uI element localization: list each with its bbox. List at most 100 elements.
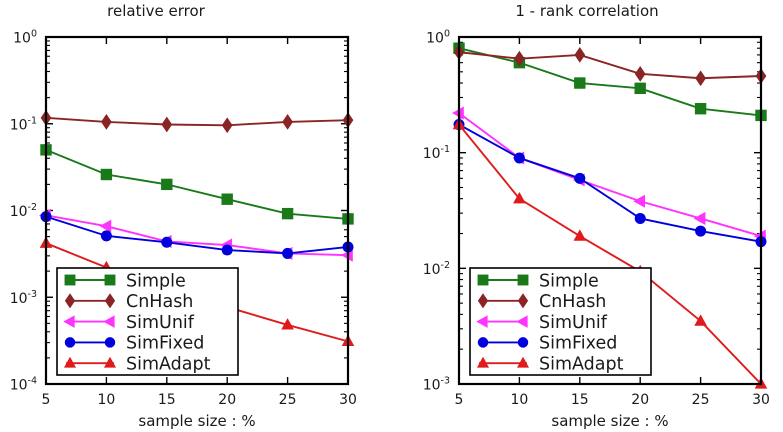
legend-label: SimUnif [539, 313, 608, 333]
data-point-marker [633, 194, 646, 208]
data-point-marker [514, 50, 525, 67]
data-point-marker [634, 65, 646, 82]
data-point-marker [101, 114, 112, 130]
data-point-marker [282, 247, 294, 259]
plot-area-relative-error: 100 10-1 10-2 10-3 10-4 5 10 15 20 25 30 sample siz… [10, 29, 357, 431]
legend-item-simunif[interactable]: SimUnif [476, 313, 608, 333]
series-line [458, 112, 762, 238]
data-point-marker [634, 212, 646, 224]
legend-label: Simple [126, 271, 186, 291]
y-tick-label: 10-4 [10, 376, 37, 394]
x-tick-label: 15 [158, 392, 176, 408]
x-tick-label: 20 [631, 392, 649, 408]
legend-item-cnhash[interactable]: CnHash [64, 292, 193, 312]
data-point-marker [282, 114, 293, 130]
data-point-marker [693, 211, 706, 225]
legend-sample-marker [476, 315, 488, 328]
axes-frame [457, 35, 763, 386]
data-point-marker [695, 225, 707, 237]
series-line [45, 116, 349, 127]
legend-sample-marker [103, 315, 115, 328]
legend-item-simfixed[interactable]: SimFixed [64, 334, 204, 354]
x-axis-label: sample size : % [138, 412, 255, 430]
data-point-marker [513, 152, 525, 164]
x-tick-label: 10 [510, 392, 528, 408]
panel-title-relative-error: relative error [107, 2, 205, 20]
data-point-marker [281, 207, 294, 220]
y-tick-label: 10-2 [10, 202, 37, 220]
legend-item-simple[interactable]: Simple [64, 271, 186, 291]
legend-label: SimUnif [126, 313, 195, 333]
x-tick-label: 30 [752, 392, 770, 408]
data-point-marker [513, 191, 526, 204]
x-tick-label: 5 [455, 392, 464, 408]
series-simfixed [453, 119, 767, 248]
plot-area-rank-correlation: 100 10-1 10-2 10-3 5 10 15 20 25 30 sample size : … [423, 29, 770, 431]
y-tick-label: 100 [13, 29, 37, 47]
data-point-marker [100, 230, 112, 242]
legend-sample-marker [104, 293, 116, 309]
y-tick-label: 10-3 [10, 289, 37, 307]
legend-item-simadapt[interactable]: SimAdapt [476, 355, 624, 375]
legend-sample-marker [517, 293, 529, 309]
data-point-marker [695, 70, 706, 87]
legend-item-simfixed[interactable]: SimFixed [477, 334, 617, 354]
x-tick-label: 10 [97, 392, 115, 408]
legend-label: SimFixed [126, 334, 204, 354]
legend-sample-marker [103, 356, 117, 368]
data-point-marker [161, 116, 173, 133]
series-line [458, 123, 762, 243]
legend-label: SimAdapt [539, 355, 624, 375]
series-line [458, 51, 762, 80]
data-point-marker [281, 318, 294, 330]
data-point-marker [694, 314, 707, 326]
legend-sample-marker [63, 315, 75, 328]
legend-label: CnHash [126, 292, 193, 312]
legend-sample-marker [64, 293, 76, 309]
data-point-marker [573, 229, 587, 241]
y-tick-label: 10-1 [423, 144, 450, 162]
data-point-marker [634, 82, 646, 95]
legend-sample-marker [64, 274, 76, 286]
legend-label: CnHash [539, 292, 606, 312]
x-tick-label: 25 [279, 392, 297, 408]
y-tick-label: 10-1 [10, 115, 37, 133]
legend-item-cnhash[interactable]: CnHash [477, 292, 606, 312]
legend-label: SimAdapt [126, 355, 211, 375]
data-point-marker [221, 244, 233, 256]
x-tick-label: 30 [339, 392, 357, 408]
x-axis-label: sample size : % [551, 412, 668, 430]
legend-sample-marker [477, 337, 489, 348]
legend-item-simple[interactable]: Simple [477, 271, 599, 291]
legend-sample-marker [517, 337, 529, 348]
legend-sample-marker [477, 274, 489, 286]
legend-label: Simple [539, 271, 599, 291]
data-point-marker [161, 236, 173, 248]
legend-sample-marker [476, 356, 490, 368]
series-line [45, 148, 349, 220]
data-point-marker [694, 102, 707, 115]
series-line [45, 214, 349, 257]
y-tick-label: 10-3 [423, 376, 450, 394]
legend-sample-marker [104, 337, 116, 348]
y-tick-label: 100 [426, 29, 450, 47]
data-point-marker [161, 178, 173, 191]
data-point-marker [221, 193, 233, 205]
data-point-marker [574, 172, 586, 184]
data-point-marker [574, 47, 586, 63]
chart-panel-relative-error: relative error 100 10-1 10-2 10-3 10-4 5 10 15 2… [10, 2, 357, 431]
series-line [45, 215, 349, 255]
legend-sample-marker [517, 274, 529, 286]
data-point-marker [574, 77, 586, 89]
legend-sample-marker [104, 274, 116, 286]
x-tick-label: 5 [42, 392, 51, 408]
data-point-marker [100, 168, 113, 181]
data-point-marker [99, 219, 112, 233]
x-tick-label: 15 [571, 392, 589, 408]
legend-item-simadapt[interactable]: SimAdapt [63, 355, 211, 375]
legend-item-simunif[interactable]: SimUnif [63, 313, 195, 333]
x-tick-label: 25 [692, 392, 710, 408]
